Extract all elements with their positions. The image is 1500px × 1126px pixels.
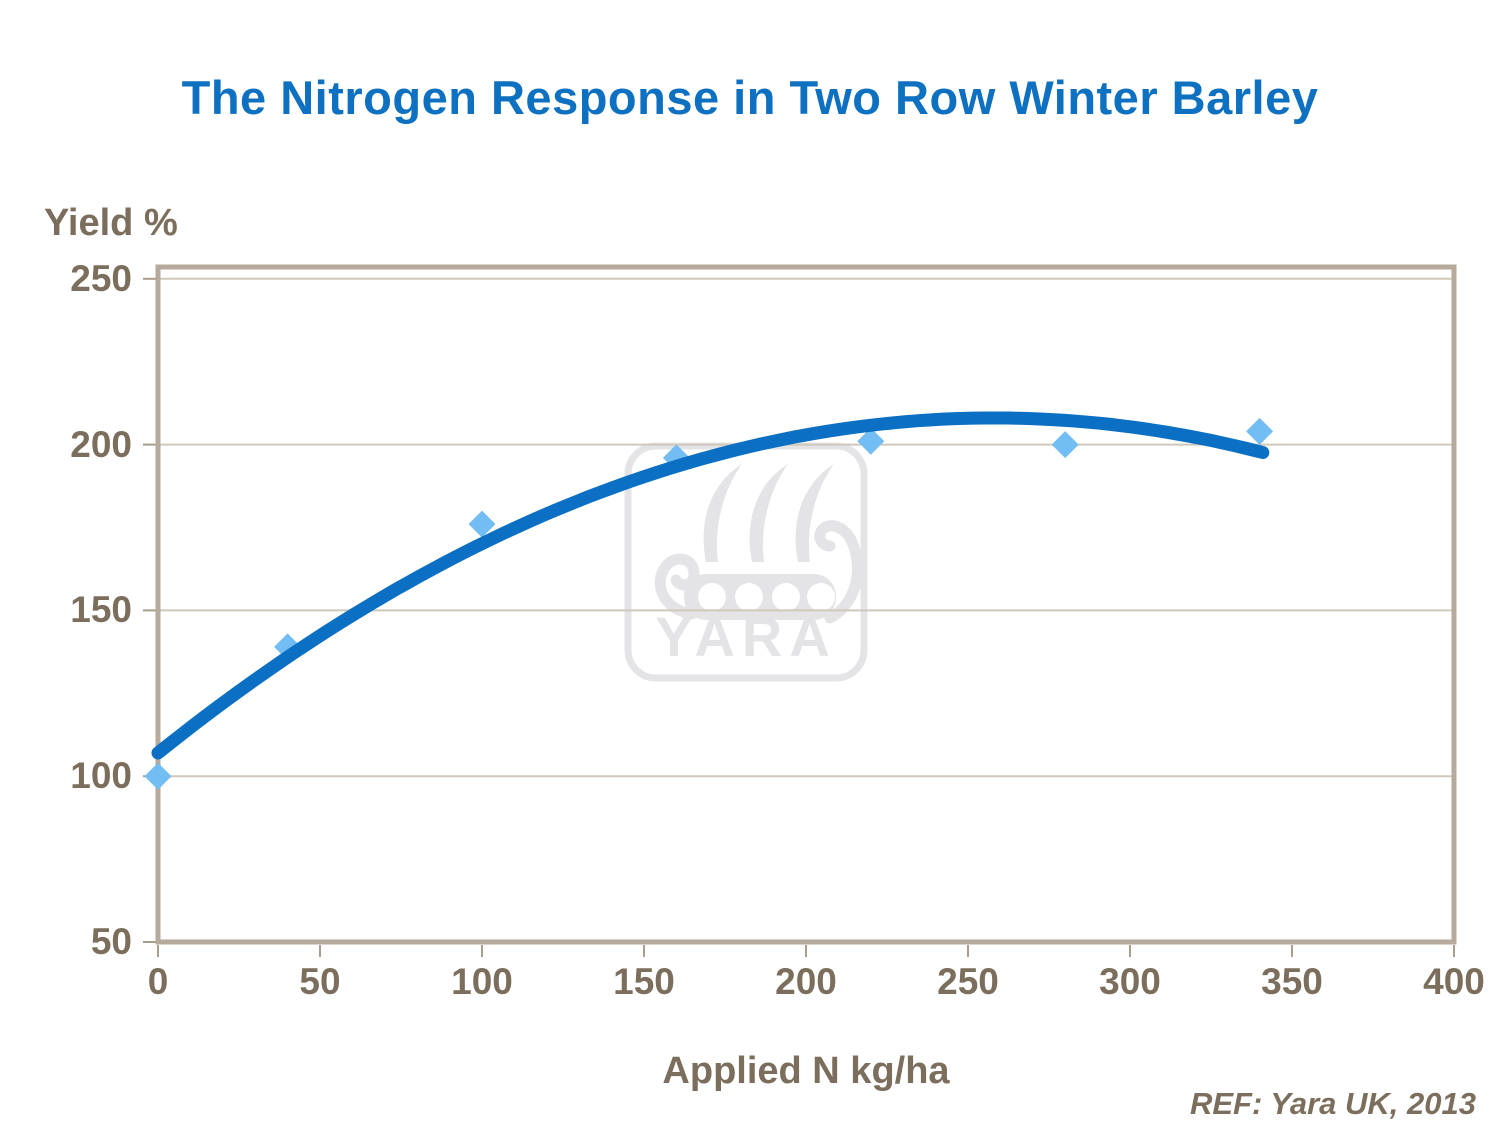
y-axis-title: Yield % (44, 202, 178, 244)
data-point (857, 427, 885, 455)
x-tick-label: 50 (299, 961, 341, 1002)
x-tick-label: 200 (775, 961, 837, 1002)
y-tick-label: 100 (70, 755, 132, 797)
y-tick-label: 150 (70, 589, 132, 631)
y-tick-label: 200 (70, 423, 132, 465)
plot-frame (155, 264, 1457, 945)
y-tick-label: 250 (70, 257, 132, 299)
data-points (144, 417, 1274, 790)
data-point (1051, 431, 1079, 459)
x-tick-label: 350 (1261, 961, 1323, 1002)
sail-icon (703, 464, 834, 562)
x-tick-label: 150 (613, 961, 675, 1002)
trend-line (151, 411, 1270, 760)
x-axis-title: Applied N kg/ha (662, 1050, 950, 1092)
stern-icon (654, 553, 700, 620)
yara-logo-watermark: YARA (624, 442, 868, 682)
chart-title: The Nitrogen Response in Two Row Winter … (181, 71, 1319, 124)
data-point (1246, 417, 1274, 445)
x-tick-label: 100 (451, 961, 513, 1002)
data-point (468, 510, 496, 538)
x-tick-label: 0 (147, 961, 169, 1002)
x-tick-label: 400 (1423, 961, 1485, 1002)
x-tick-label: 250 (937, 961, 999, 1002)
watermark-text: YARA (655, 605, 837, 668)
data-point (144, 762, 172, 790)
prow-icon (814, 520, 863, 624)
hull-icon (684, 574, 836, 620)
x-tick-label: 300 (1099, 961, 1161, 1002)
y-tick-label: 50 (90, 921, 132, 962)
reference-note: REF: Yara UK, 2013 (1189, 1086, 1476, 1121)
